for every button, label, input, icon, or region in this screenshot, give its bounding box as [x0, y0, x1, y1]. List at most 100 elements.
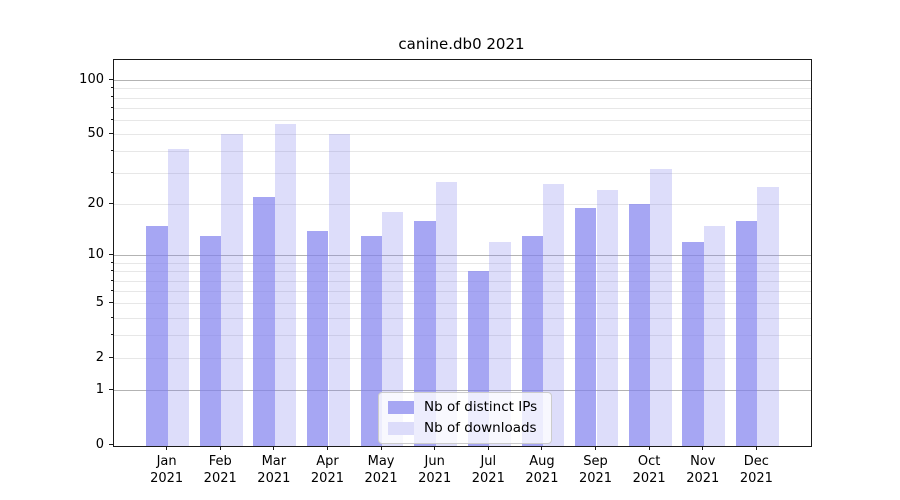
y-minor-tick-mark: [110, 150, 113, 152]
x-tick-label: Nov 2021: [673, 453, 733, 487]
x-tick-mark: [380, 446, 382, 450]
x-tick-label: May 2021: [351, 453, 411, 487]
y-tick-label: 20: [87, 195, 104, 211]
y-grid-line: [114, 390, 811, 392]
bar-ips-Feb: [199, 236, 222, 446]
bar-downloads-Jan: [167, 149, 189, 446]
y-grid-line: [114, 80, 811, 81]
y-minor-tick-mark: [110, 261, 113, 263]
y-tick-mark: [109, 79, 113, 80]
bar-downloads-Aug: [542, 184, 565, 446]
x-tick-mark: [273, 446, 275, 450]
bar-downloads-Oct: [650, 168, 672, 446]
y-grid-line: [114, 107, 811, 109]
y-grid-line: [114, 303, 811, 305]
y-grid-line: [114, 358, 811, 360]
x-tick-month: Sep: [583, 454, 608, 469]
x-tick-mark: [487, 446, 489, 450]
y-tick-mark: [109, 133, 113, 135]
y-grid-line: [114, 317, 811, 319]
x-tick-month: Oct: [637, 454, 661, 469]
x-tick-year: 2021: [418, 471, 452, 486]
legend: Nb of distinct IPs Nb of downloads: [378, 392, 553, 444]
y-grid-line: [114, 291, 811, 293]
y-minor-tick-mark: [110, 106, 113, 108]
y-tick-label: 100: [79, 71, 104, 87]
y-minor-tick-mark: [110, 316, 113, 318]
bar-downloads-May: [382, 212, 404, 446]
legend-label-ips: Nb of distinct IPs: [424, 399, 538, 415]
x-tick-month: Jan: [156, 454, 177, 469]
x-tick-year: 2021: [739, 471, 773, 486]
x-tick-month: Aug: [529, 454, 555, 469]
y-grid-line: [114, 97, 811, 99]
y-grid-line: [114, 255, 811, 257]
bar-ips-Oct: [628, 204, 651, 446]
y-grid-line: [114, 173, 811, 175]
bar-ips-May: [360, 236, 382, 446]
y-minor-tick-mark: [110, 172, 113, 174]
legend-item-ips: Nb of distinct IPs: [388, 400, 537, 415]
x-tick-month: Dec: [743, 454, 769, 469]
y-minor-tick-mark: [110, 118, 113, 120]
x-tick-year: 2021: [364, 471, 398, 486]
y-grid-line: [114, 119, 811, 121]
bar-ips-Mar: [253, 197, 275, 446]
y-tick-mark: [109, 254, 113, 256]
x-tick-label: Aug 2021: [512, 453, 572, 487]
x-tick-mark: [166, 446, 168, 450]
x-tick-year: 2021: [203, 471, 237, 486]
bar-ips-Nov: [682, 242, 704, 446]
x-tick-month: Feb: [208, 454, 232, 469]
y-tick-label: 0: [95, 436, 104, 452]
x-tick-month: Jun: [424, 454, 445, 469]
x-tick-mark: [702, 446, 704, 450]
x-tick-label: Jun 2021: [405, 453, 465, 487]
x-tick-label: Jul 2021: [458, 453, 518, 487]
y-tick-label: 50: [87, 125, 104, 141]
y-grid-line: [114, 271, 811, 273]
y-grid-line: [114, 204, 811, 206]
chart-title: canine.db0 2021: [398, 35, 525, 53]
x-tick-year: 2021: [310, 471, 344, 486]
legend-item-downloads: Nb of downloads: [388, 421, 537, 436]
bar-ips-Sep: [575, 208, 597, 446]
y-grid-line: [114, 335, 811, 337]
x-tick-year: 2021: [578, 471, 613, 486]
x-tick-month: May: [367, 454, 395, 469]
y-tick-label: 10: [87, 246, 104, 262]
x-tick-label: Feb 2021: [190, 453, 250, 487]
x-tick-label: Jan 2021: [137, 453, 197, 487]
x-tick-label: Sep 2021: [566, 453, 626, 487]
plot-area: [113, 59, 812, 447]
y-tick-mark: [109, 389, 113, 391]
x-tick-label: Dec 2021: [726, 453, 786, 487]
x-tick-month: Nov: [690, 454, 716, 469]
y-grid-line: [114, 151, 811, 153]
bar-downloads-Mar: [274, 123, 297, 446]
y-tick-mark: [109, 203, 113, 205]
x-tick-month: Apr: [316, 454, 339, 469]
x-tick-mark: [755, 446, 757, 450]
x-tick-mark: [595, 446, 597, 450]
y-minor-tick-mark: [110, 270, 113, 272]
y-grid-line: [114, 280, 811, 282]
y-minor-tick-mark: [110, 96, 113, 98]
bar-downloads-Jun: [435, 181, 458, 446]
legend-label-downloads: Nb of downloads: [424, 420, 537, 436]
bar-downloads-Apr: [328, 134, 350, 446]
bar-downloads-Dec: [757, 187, 779, 446]
ips-swatch: [388, 401, 414, 414]
x-tick-mark: [541, 446, 543, 450]
x-tick-mark: [648, 446, 650, 450]
y-grid-line: [114, 262, 811, 264]
x-tick-year: 2021: [150, 471, 184, 486]
x-tick-mark: [219, 446, 221, 450]
x-tick-year: 2021: [471, 471, 505, 486]
y-tick-label: 5: [95, 294, 104, 310]
x-tick-year: 2021: [632, 471, 666, 486]
x-tick-label: Apr 2021: [297, 453, 357, 487]
x-tick-month: Jul: [480, 454, 497, 469]
x-tick-year: 2021: [525, 471, 559, 486]
